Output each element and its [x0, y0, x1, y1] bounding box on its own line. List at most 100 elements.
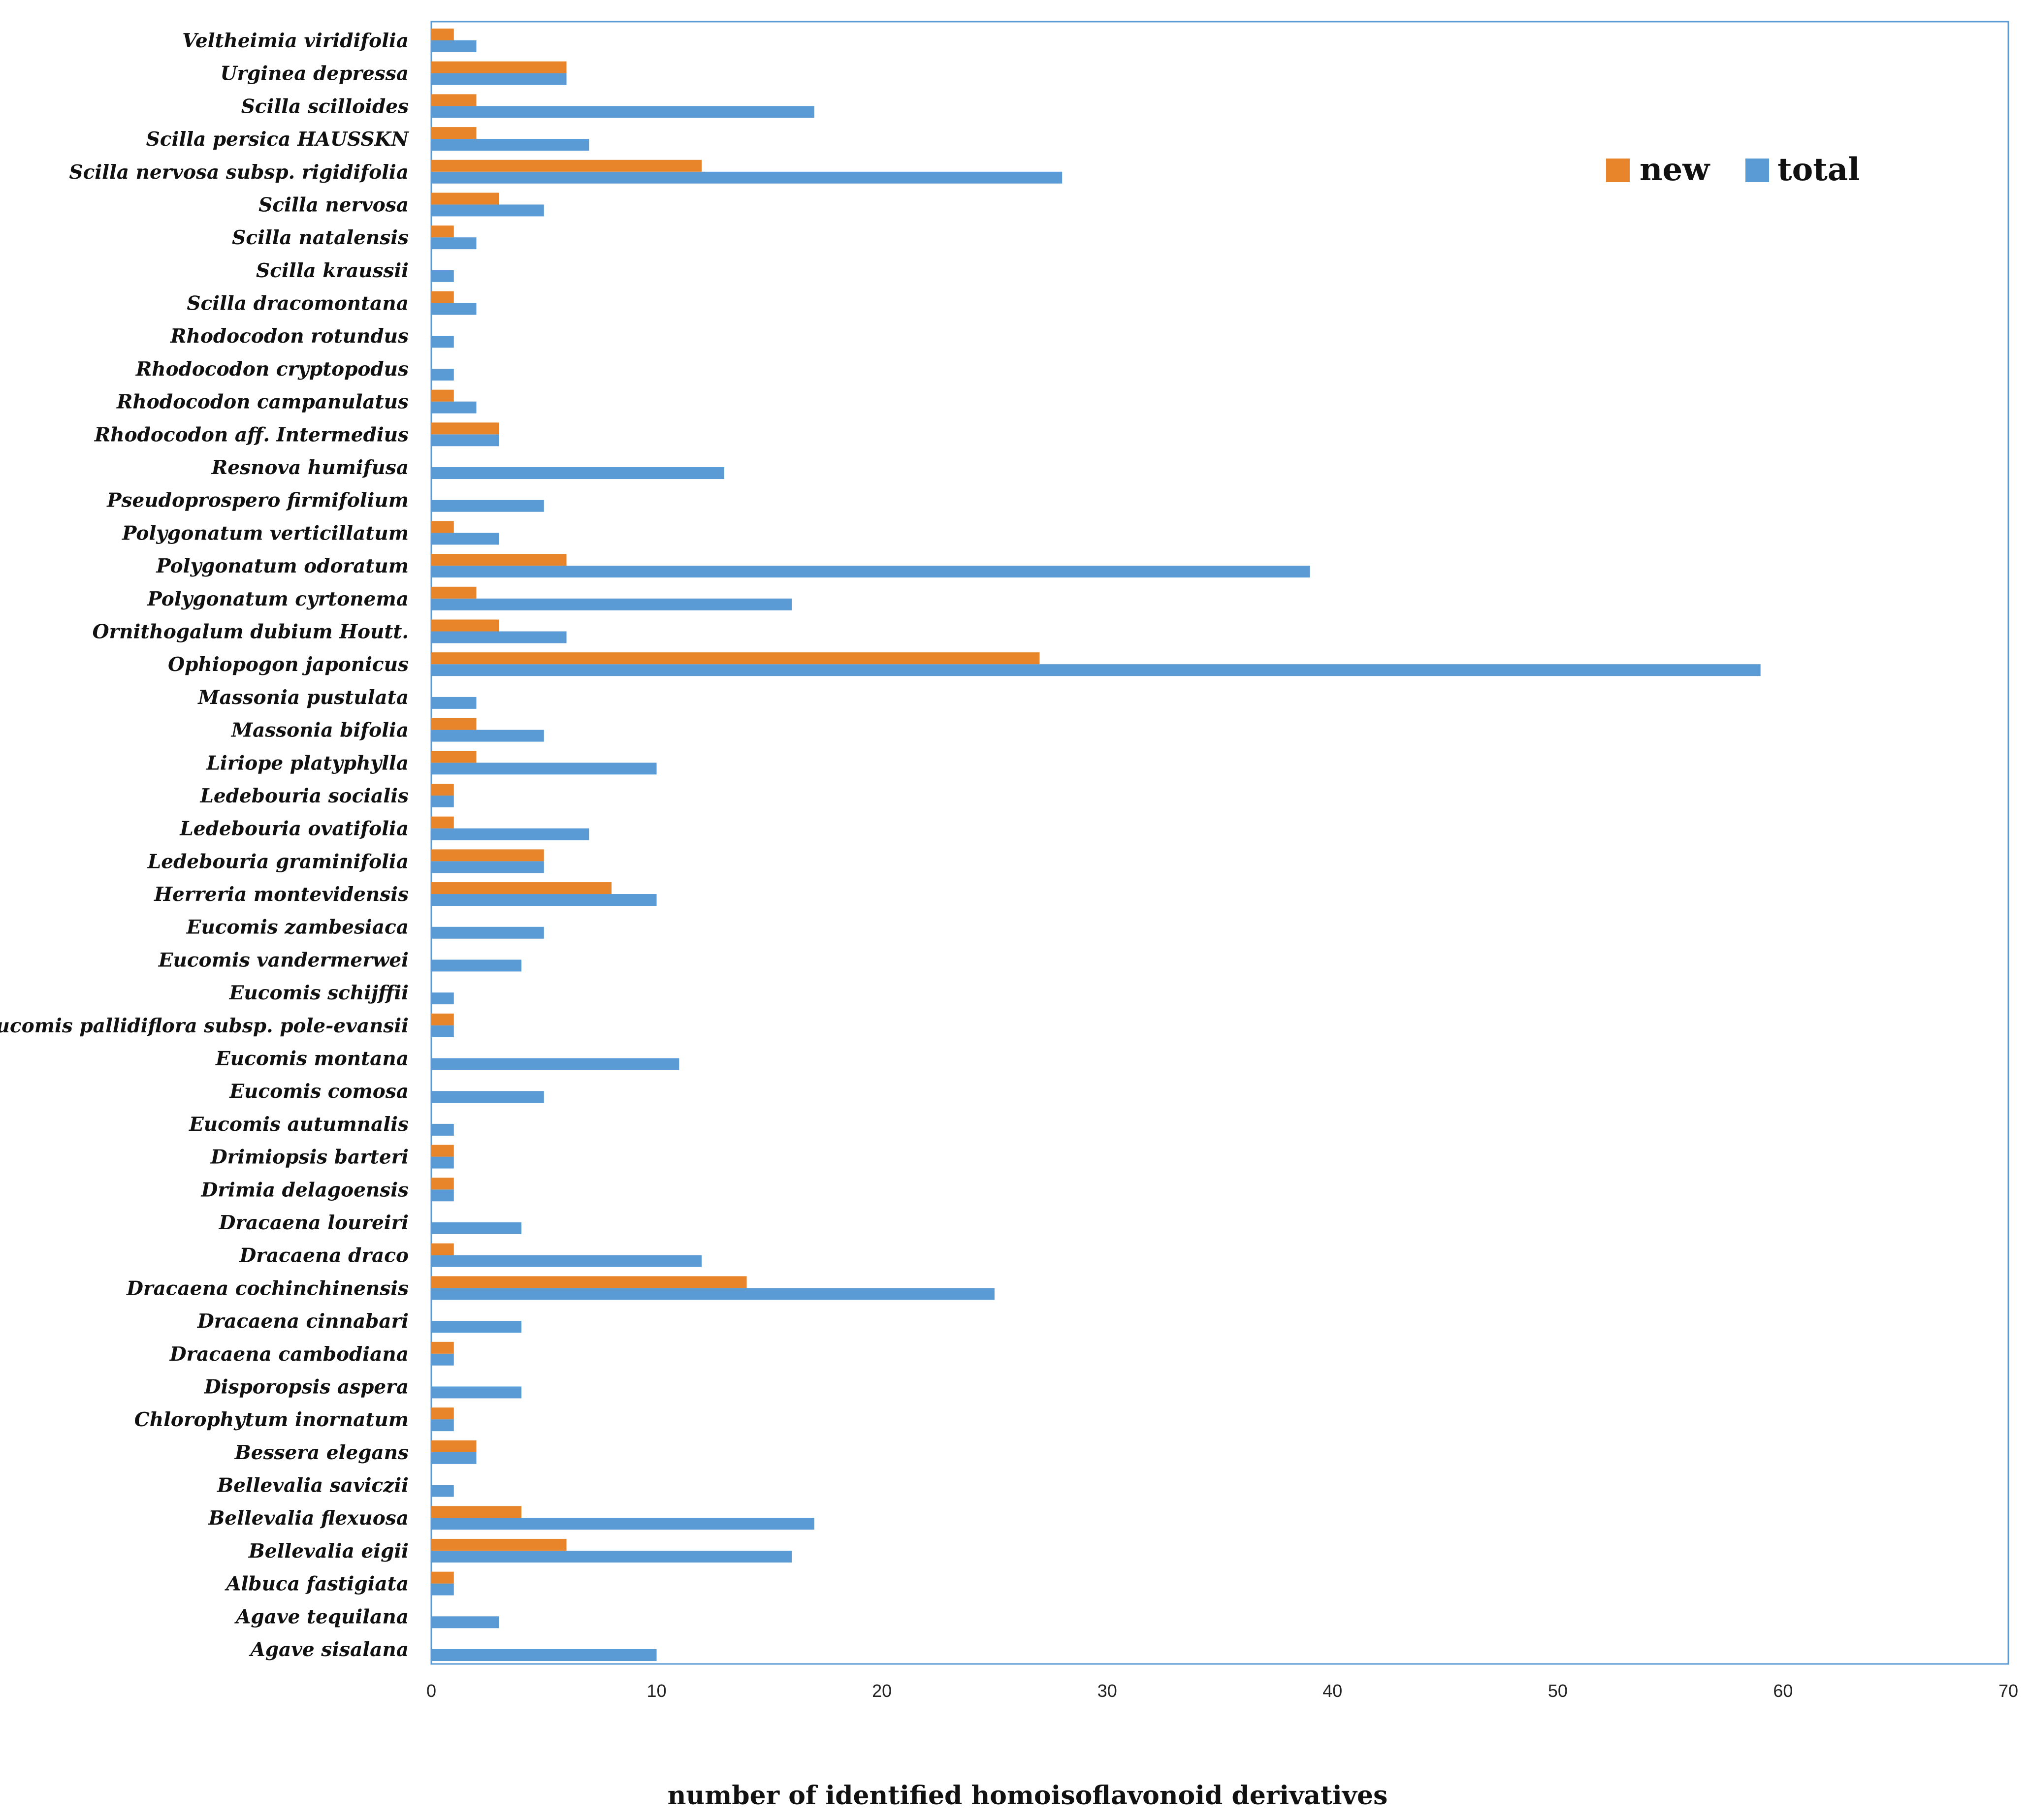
bars-group [431, 29, 1761, 1661]
bar-total [431, 1353, 454, 1366]
bar-total [431, 664, 1761, 676]
bar-total [431, 237, 477, 250]
bar-total [431, 139, 589, 151]
bar-total [431, 1419, 454, 1432]
category-label: Eucomis autumnalis [189, 1113, 409, 1136]
category-label: Eucomis schijffii [229, 982, 409, 1004]
bar-total [431, 1091, 544, 1103]
bar-total [431, 894, 657, 906]
bar-total [431, 1583, 454, 1596]
bar-total [431, 1485, 454, 1497]
category-label: Massonia pustulata [197, 686, 409, 709]
legend-label-total: total [1777, 151, 1860, 188]
category-label: Eucomis montana [215, 1048, 409, 1070]
bar-total [431, 303, 477, 315]
bar-new [431, 652, 1040, 665]
bar-new [431, 849, 544, 862]
category-label: Eucomis zambesiaca [186, 916, 409, 939]
bar-total [431, 1288, 995, 1300]
bar-new [431, 192, 499, 205]
category-label: Eucomis vandermerwei [158, 949, 409, 971]
bar-total [431, 598, 792, 610]
category-label: Rhodocodon aff. Intermedius [94, 423, 409, 446]
bar-total [431, 73, 567, 85]
bar-new [431, 160, 702, 172]
x-tick-label: 10 [647, 1681, 667, 1701]
category-label: Scilla kraussii [256, 259, 409, 282]
bar-new [431, 1571, 454, 1584]
x-tick-label: 30 [1097, 1681, 1117, 1701]
bar-total [431, 730, 544, 742]
x-tick-label: 60 [1773, 1681, 1793, 1701]
category-label: Bellevalia saviczii [217, 1474, 409, 1497]
bar-total [431, 959, 522, 972]
category-label: Eucomis pallidiflora subsp. pole-evansii [0, 1015, 409, 1037]
x-axis-ticks: 0 10 20 30 40 50 60 70 [426, 1681, 2018, 1701]
category-label: Polygonatum cyrtonema [147, 588, 409, 610]
bar-new [431, 816, 454, 829]
bar-new [431, 554, 567, 566]
bar-total [431, 1222, 522, 1234]
category-label: Liriope platyphylla [206, 752, 409, 774]
bar-new [431, 127, 477, 139]
bar-total [431, 1255, 702, 1267]
bar-new [431, 1276, 747, 1288]
legend-label-new: new [1640, 151, 1710, 188]
bar-total [431, 533, 499, 545]
category-label: Dracaena draco [239, 1245, 409, 1267]
bar-new [431, 61, 567, 73]
bar-total [431, 1189, 454, 1202]
bar-new [431, 1013, 454, 1025]
bar-new [431, 882, 612, 894]
category-label: Drimia delagoensis [201, 1179, 409, 1201]
category-label: Veltheimia viridifolia [182, 30, 409, 52]
bar-total [431, 992, 454, 1005]
bar-total [431, 795, 454, 807]
bar-total [431, 1386, 522, 1399]
legend-swatch-total [1745, 159, 1769, 182]
category-label: Disporopsis aspera [204, 1375, 409, 1398]
bar-total [431, 1058, 679, 1070]
category-label: Eucomis comosa [229, 1080, 409, 1103]
bar-new [431, 1506, 522, 1518]
category-label: Massonia bifolia [230, 719, 409, 742]
bar-new [431, 291, 454, 303]
category-label: Scilla dracomontana [187, 292, 409, 315]
bar-total [431, 434, 499, 447]
category-label: Bessera elegans [234, 1441, 409, 1464]
bar-total [431, 368, 454, 381]
bar-total [431, 270, 454, 282]
bar-new [431, 94, 477, 106]
bar-total [431, 566, 1310, 578]
bar-new [431, 619, 499, 632]
bar-new [431, 1538, 567, 1551]
bar-new [431, 422, 499, 435]
category-label: Agave tequilana [234, 1605, 409, 1628]
category-label: Bellevalia flexuosa [208, 1507, 409, 1530]
bar-total [431, 40, 477, 52]
category-label: Dracaena cambodiana [169, 1343, 409, 1366]
bar-total [431, 926, 544, 939]
category-label: Ledebouria socialis [199, 785, 409, 807]
bar-new [431, 1243, 454, 1255]
bar-new [431, 783, 454, 796]
category-label: Ornithogalum dubium Houtt. [93, 620, 409, 643]
bar-total [431, 1123, 454, 1136]
bar-total [431, 763, 657, 775]
bar-total [431, 1649, 657, 1661]
x-axis-title: number of identified homoisoflavonoid de… [668, 1781, 1388, 1811]
category-label: Dracaena cinnabari [197, 1310, 409, 1333]
bar-total [431, 1452, 477, 1464]
bar-total [431, 1550, 792, 1563]
category-label: Rhodocodon cryptopodus [135, 358, 409, 381]
bar-total [431, 697, 477, 709]
category-labels: Veltheimia viridifolia Urginea depressa Sc… [0, 30, 409, 1661]
category-label: Ledebouria ovatifolia [179, 818, 409, 840]
bar-new [431, 586, 477, 599]
bar-new [431, 29, 454, 40]
plot-area-border [430, 21, 2009, 1665]
bar-new [431, 1341, 454, 1354]
x-tick-label: 70 [1998, 1681, 2018, 1701]
bar-new [431, 389, 454, 402]
category-label: Scilla natalensis [232, 226, 409, 249]
